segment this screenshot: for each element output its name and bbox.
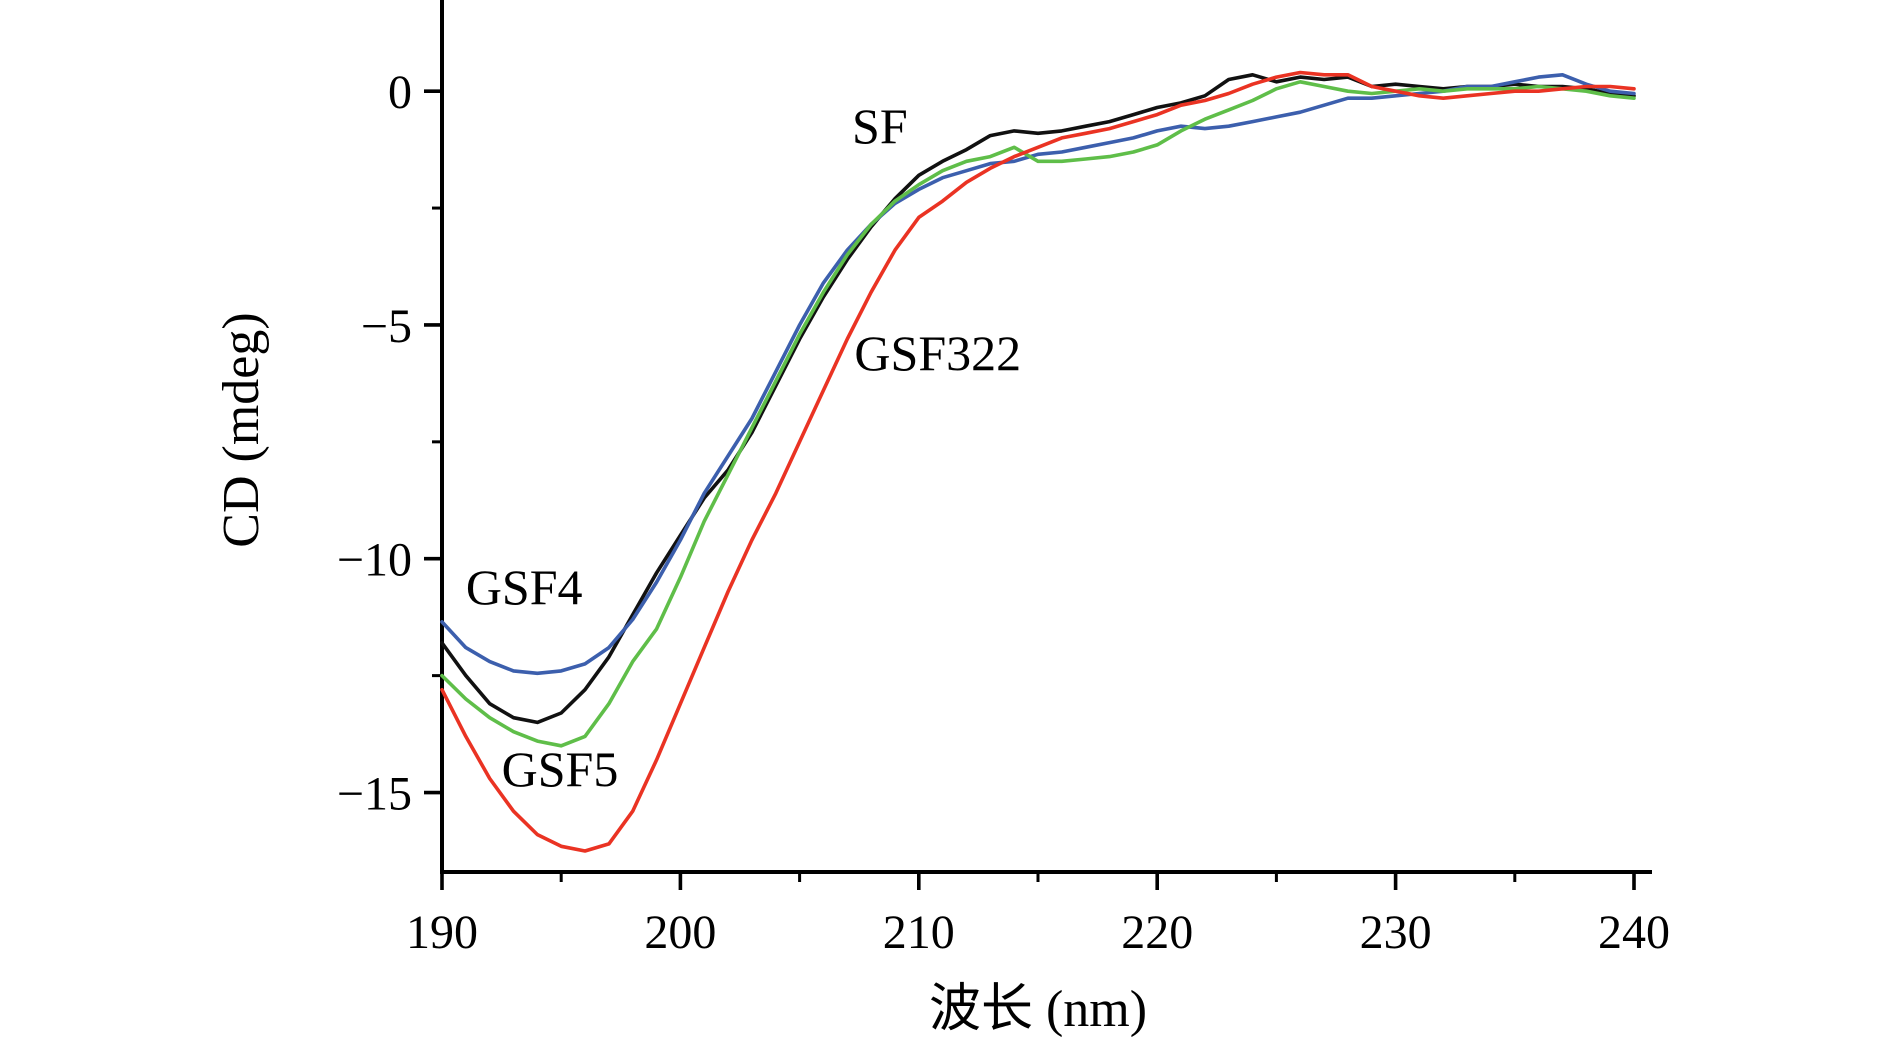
y-axis-label: CD (mdeg) <box>213 312 270 547</box>
annotation-gsf5: GSF5 <box>502 741 619 797</box>
annotation-sf: SF <box>852 98 908 154</box>
y-tick-label: −5 <box>361 300 412 353</box>
x-tick-label: 200 <box>644 906 716 959</box>
annotation-gsf322: GSF322 <box>854 325 1021 381</box>
series-line-sf <box>440 73 1636 725</box>
y-tick-label: −10 <box>337 534 412 587</box>
series-line-gsf4 <box>440 73 1636 676</box>
annotation-gsf4: GSF4 <box>466 559 583 615</box>
y-tick-label: 0 <box>388 66 412 119</box>
x-tick-label: 210 <box>883 906 955 959</box>
x-axis-label: 波长 (nm) <box>929 981 1147 1038</box>
x-tick-label: 190 <box>406 906 478 959</box>
y-tick-label: −15 <box>337 768 412 821</box>
series-line-gsf322 <box>440 70 1636 853</box>
series-line-gsf5 <box>440 80 1636 748</box>
x-tick-label: 230 <box>1360 906 1432 959</box>
x-tick-label: 240 <box>1598 906 1670 959</box>
x-tick-label: 220 <box>1121 906 1193 959</box>
